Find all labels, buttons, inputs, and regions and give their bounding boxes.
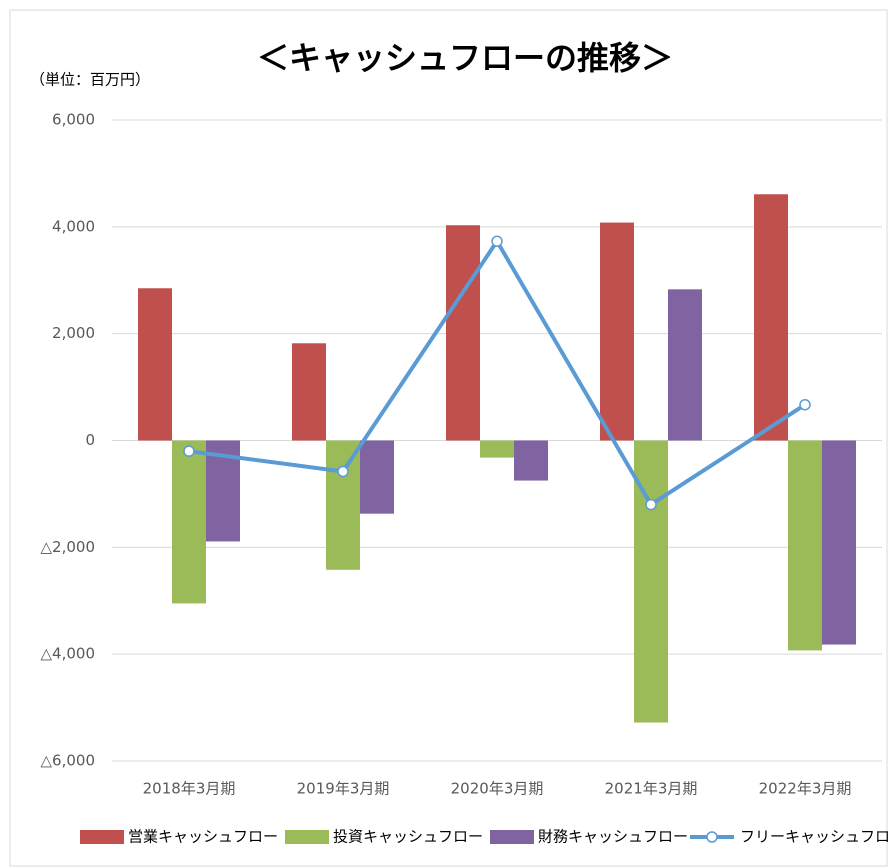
chart-title: ＜キャッシュフローの推移＞ — [257, 39, 673, 77]
bar — [172, 440, 206, 604]
line — [188, 239, 807, 507]
y-tick-label: 0 — [85, 431, 95, 449]
legend-label: 投資キャッシュフロー — [333, 828, 483, 846]
y-tick-label: 2,000 — [52, 324, 95, 342]
y-tick-label: 6,000 — [52, 111, 95, 129]
bar — [292, 343, 326, 441]
line-marker — [491, 235, 503, 248]
bar — [514, 440, 548, 481]
legend-swatch-marker — [706, 831, 718, 843]
bar — [138, 288, 172, 441]
legend-swatch — [490, 830, 534, 844]
unit-label: （単位：百万円） — [30, 71, 150, 89]
bar — [446, 225, 480, 441]
legend-swatch — [80, 830, 124, 844]
bar — [668, 289, 702, 441]
line-marker — [337, 465, 349, 478]
x-tick-label: 2021年3月期 — [605, 780, 698, 798]
y-tick-label: △4,000 — [41, 645, 95, 663]
bar — [788, 440, 822, 651]
x-tick-label: 2020年3月期 — [451, 780, 544, 798]
bar — [600, 222, 634, 441]
chart-frame — [9, 9, 888, 867]
line-marker — [183, 445, 195, 457]
legend-label: フリーキャッシュフロー — [740, 828, 888, 846]
y-tick-label: △6,000 — [41, 752, 95, 770]
y-tick-label: △2,000 — [41, 538, 95, 556]
legend-label: 営業キャッシュフロー — [128, 828, 278, 846]
bar — [754, 194, 788, 441]
bar — [360, 440, 394, 514]
x-tick-label: 2018年3月期 — [143, 780, 236, 798]
bar — [822, 440, 856, 645]
y-tick-label: 4,000 — [52, 217, 95, 235]
legend-swatch — [285, 830, 329, 844]
line-marker — [645, 498, 657, 511]
line-marker — [799, 398, 811, 411]
bar — [480, 440, 514, 458]
x-tick-label: 2019年3月期 — [297, 780, 390, 798]
bar — [326, 440, 360, 570]
legend-label: 財務キャッシュフロー — [538, 828, 688, 846]
x-tick-label: 2022年3月期 — [759, 780, 852, 798]
